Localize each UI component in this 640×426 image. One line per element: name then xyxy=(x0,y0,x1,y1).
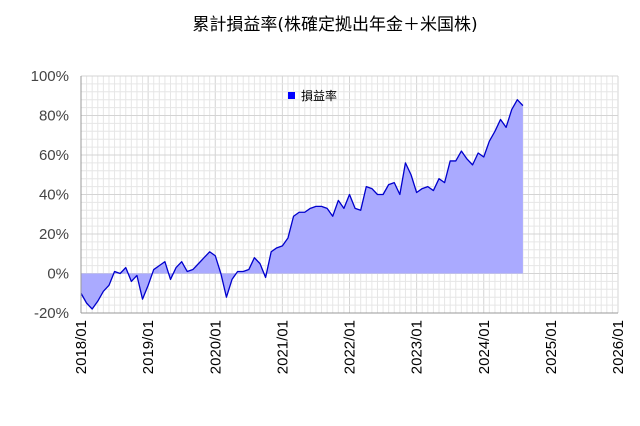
x-tick-label: 2026/01 xyxy=(610,320,627,374)
x-tick-label: 2024/01 xyxy=(476,320,493,374)
chart-title: 累計損益率(株確定拠出年金＋米国株) xyxy=(192,15,477,35)
x-tick-labels: 2018/01 2019/01 2020/01 2021/01 2022/01 2023/… xyxy=(73,320,627,374)
axes xyxy=(80,76,618,314)
series-line xyxy=(80,99,524,310)
series-area xyxy=(80,99,524,310)
x-tick-label: 2018/01 xyxy=(73,320,90,374)
y-tick-label: 80% xyxy=(39,108,69,125)
y-tick-label: 100% xyxy=(31,68,69,85)
series-fill xyxy=(81,99,523,310)
legend-swatch xyxy=(288,92,295,99)
x-tick-label: 2020/01 xyxy=(207,320,224,374)
x-tick-label: 2022/01 xyxy=(342,320,359,374)
x-tick-label: 2019/01 xyxy=(140,320,157,374)
legend-label: 損益率 xyxy=(301,88,337,103)
y-tick-label: 60% xyxy=(39,147,69,164)
y-tick-label: 40% xyxy=(39,187,69,204)
x-tick-label: 2025/01 xyxy=(543,320,560,374)
y-tick-label: -20% xyxy=(34,305,69,322)
y-tick-label: 20% xyxy=(39,226,69,243)
y-tick-labels: -20% 0% 20% 40% 60% 80% 100% xyxy=(31,68,69,322)
x-tick-label: 2023/01 xyxy=(409,320,426,374)
y-tick-label: 0% xyxy=(47,266,69,283)
x-tick-label: 2021/01 xyxy=(274,320,291,374)
legend: 損益率 xyxy=(288,88,337,103)
